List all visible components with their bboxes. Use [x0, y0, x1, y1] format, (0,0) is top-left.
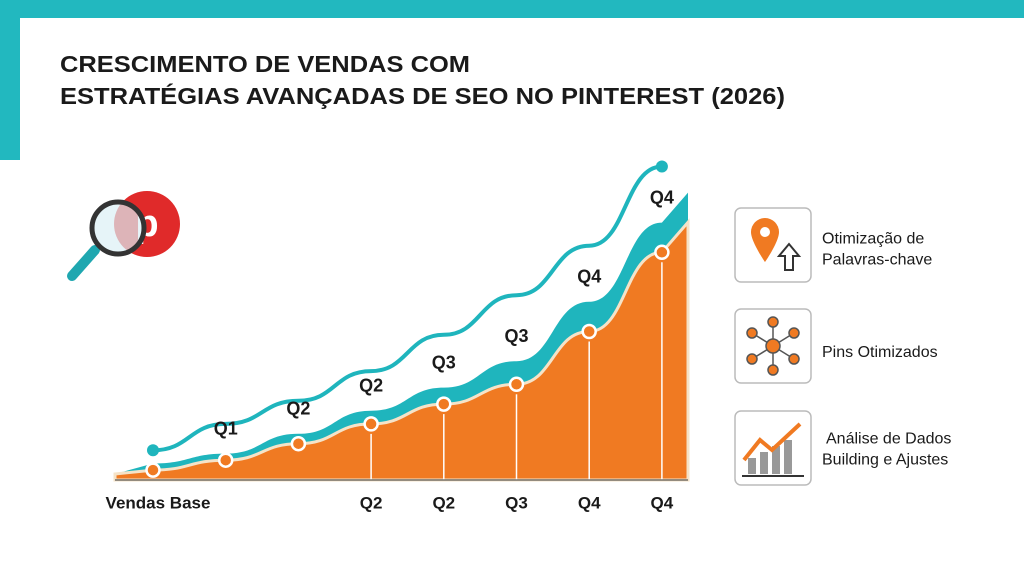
trend-dot	[655, 160, 668, 173]
icon-box	[734, 207, 812, 486]
point-label: Q3	[504, 326, 528, 346]
point-label: Q4	[577, 267, 601, 287]
point	[290, 435, 307, 452]
x-tick-label: Q2	[432, 493, 455, 512]
x-tick-label: Vendas Base	[106, 493, 211, 512]
point	[363, 416, 379, 432]
sales-area	[113, 218, 690, 482]
point-label: Q3	[432, 352, 456, 372]
point-label: Q2	[286, 399, 310, 419]
point	[581, 323, 597, 340]
point	[654, 244, 670, 261]
pinterest-icon: p	[67, 191, 180, 281]
side-label: Análise de Dados	[826, 431, 951, 448]
x-tick-label: Q4	[578, 493, 601, 512]
point	[436, 396, 452, 412]
point	[217, 452, 234, 468]
point	[508, 376, 525, 393]
top-bar	[0, 0, 1024, 18]
x-tick-label: Q4	[651, 493, 674, 512]
trend-dot	[147, 444, 159, 457]
side-bar	[0, 0, 20, 160]
side-label: Building e Ajustes	[822, 452, 948, 469]
chart-title: ESTRATÉGIAS AVANÇADAS DE SEO NO PINTERES…	[60, 82, 785, 109]
x-tick-label: Q3	[505, 493, 528, 512]
side-label: Pins Otimizados	[822, 344, 938, 361]
point-label: Q4	[650, 187, 674, 207]
trend-line	[152, 164, 663, 453]
chart-title: CRESCIMENTO DE VENDAS COM	[60, 51, 470, 77]
side-label: Palavras-chave	[822, 252, 932, 269]
point-label: Q2	[359, 375, 383, 395]
point	[145, 462, 161, 478]
x-tick-label: Q2	[360, 493, 383, 512]
point-label: Q1	[214, 418, 238, 438]
side-label: Otimização de	[822, 231, 924, 248]
